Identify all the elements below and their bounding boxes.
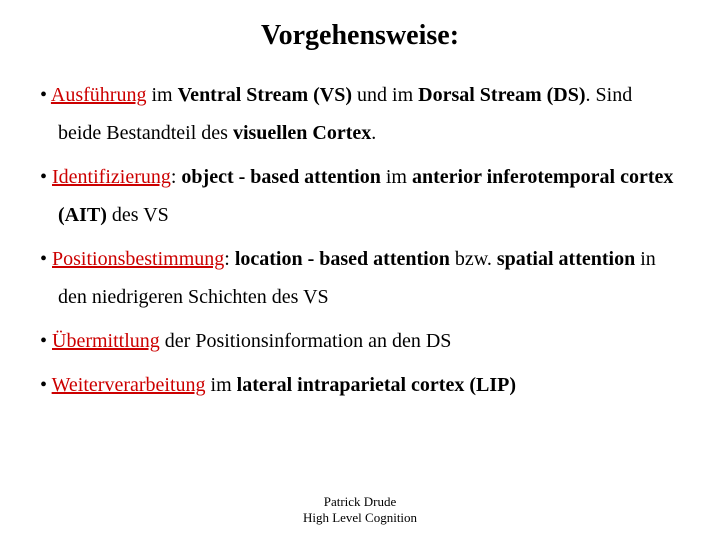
text: im: [206, 374, 237, 396]
text: im: [146, 84, 177, 106]
text: im: [381, 166, 412, 188]
footer-topic: High Level Cognition: [0, 510, 720, 526]
slide-title: Vorgehensweise:: [40, 20, 680, 52]
keyword: Übermittlung: [52, 330, 160, 352]
bold-term: visuellen Cortex: [233, 122, 371, 144]
bullet-item: Positionsbestimmung: location - based at…: [40, 240, 680, 316]
bullet-item: Übermittlung der Positionsinformation an…: [40, 322, 680, 360]
text: :: [171, 166, 182, 188]
text: des VS: [107, 204, 169, 226]
bold-term: location - based attention: [235, 248, 450, 270]
bold-term: Ventral Stream (VS): [178, 84, 352, 106]
text: .: [371, 122, 376, 144]
text: :: [224, 248, 235, 270]
slide-footer: Patrick Drude High Level Cognition: [0, 494, 720, 527]
keyword: Identifizierung: [52, 166, 171, 188]
bullet-item: Weiterverarbeitung im lateral intraparie…: [40, 366, 680, 404]
footer-author: Patrick Drude: [0, 494, 720, 510]
bullet-item: Ausführung im Ventral Stream (VS) und im…: [40, 76, 680, 152]
text: der Positionsinformation an den DS: [160, 330, 452, 352]
bold-term: spatial attention: [497, 248, 635, 270]
bold-term: object - based attention: [181, 166, 380, 188]
text: und im: [352, 84, 418, 106]
bullet-list: Ausführung im Ventral Stream (VS) und im…: [40, 76, 680, 404]
bullet-item: Identifizierung: object - based attentio…: [40, 158, 680, 234]
text: bzw.: [450, 248, 497, 270]
keyword: Ausführung: [51, 84, 147, 106]
bold-term: Dorsal Stream (DS): [418, 84, 585, 106]
keyword: Weiterverarbeitung: [52, 374, 206, 396]
keyword: Positionsbestimmung: [52, 248, 224, 270]
bold-term: lateral intraparietal cortex (LIP): [237, 374, 516, 396]
